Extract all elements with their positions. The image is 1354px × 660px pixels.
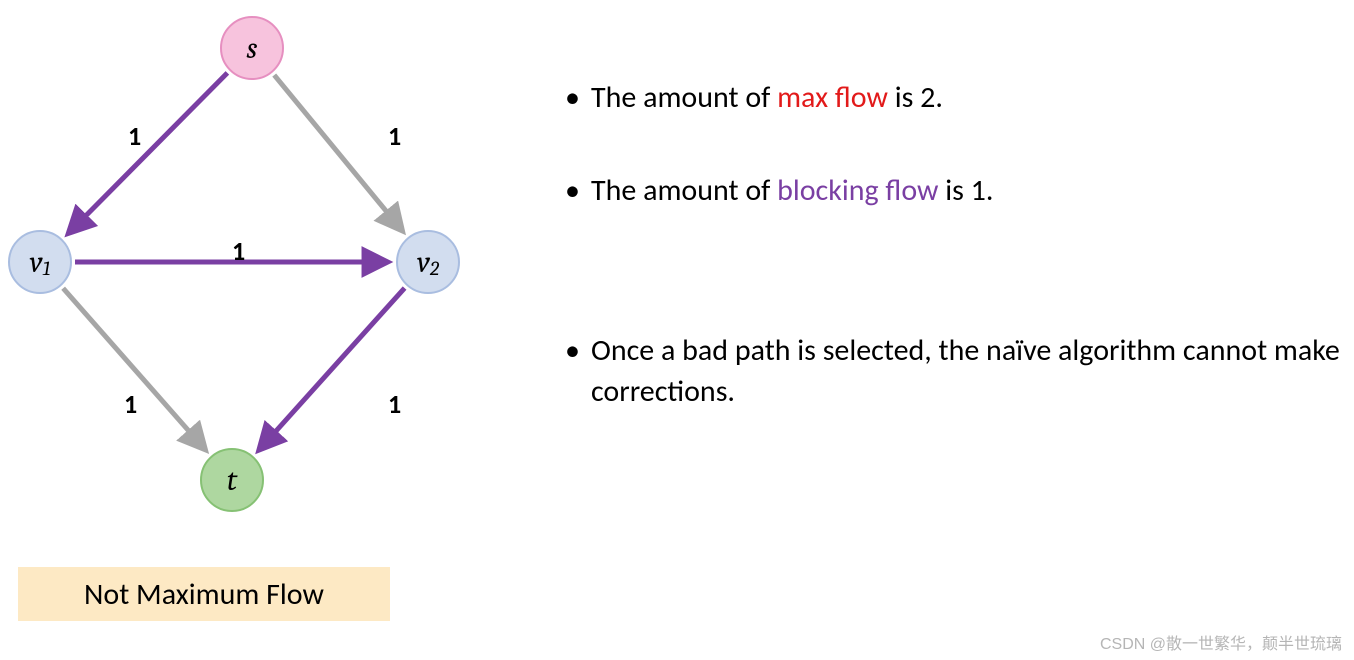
bullet-1-pre: The amount of: [591, 79, 777, 116]
bullet-list: The amount of max flow is 2. The amount …: [565, 78, 1345, 412]
edge-s-v2: [274, 75, 402, 230]
caption-text: Not Maximum Flow: [84, 576, 324, 613]
flow-network-diagram: s v1 v2 t 1 1 1 1 1: [0, 0, 520, 560]
bullet-2-post: is 1.: [938, 172, 993, 209]
node-v2: v2: [396, 230, 460, 294]
edge-label-v2-t: 1: [388, 388, 401, 420]
edge-v2-t: [259, 288, 404, 449]
bullet-2-pre: The amount of: [591, 172, 777, 209]
caption-box: Not Maximum Flow: [18, 567, 390, 621]
node-s: s: [220, 16, 284, 80]
bullet-2: The amount of blocking flow is 1.: [565, 171, 1345, 212]
edge-label-s-v1: 1: [128, 120, 141, 152]
node-t: t: [200, 448, 264, 512]
bullet-1-post: is 2.: [888, 79, 943, 116]
edge-v1-t: [63, 288, 205, 449]
edge-s-v1: [69, 73, 228, 233]
bullet-3: Once a bad path is selected, the naïve a…: [565, 331, 1345, 412]
bullet-1: The amount of max flow is 2.: [565, 78, 1345, 119]
bullet-1-highlight: max flow: [777, 79, 888, 116]
watermark: CSDN @散一世繁华，颠半世琉璃: [1100, 630, 1342, 654]
edge-label-s-v2: 1: [388, 120, 401, 152]
edge-label-v1-t: 1: [124, 388, 137, 420]
edge-label-v1-v2: 1: [232, 235, 245, 267]
node-v1: v1: [8, 230, 72, 294]
bullet-2-highlight: blocking flow: [777, 172, 938, 209]
